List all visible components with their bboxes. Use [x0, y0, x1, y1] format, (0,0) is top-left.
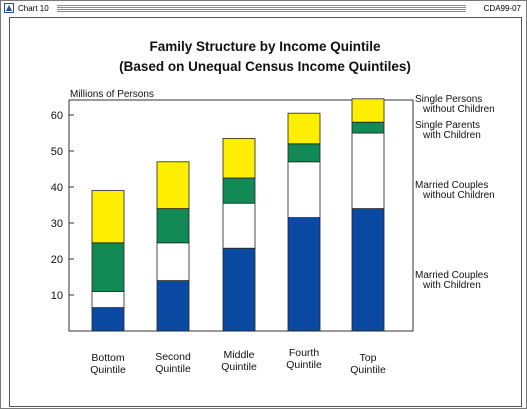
category-label: Top: [360, 352, 377, 364]
y-axis: 10 20 30 40 50 60: [51, 110, 74, 302]
bar-segment: [222, 202, 256, 249]
bar-segment: [91, 242, 125, 292]
category-label: Quintile: [221, 361, 257, 373]
bar-segment: [156, 280, 190, 332]
legend-label: with Children: [422, 130, 481, 141]
bar-segment: [222, 138, 256, 179]
bar-segment: [351, 132, 385, 209]
bar-segment: [222, 247, 256, 332]
bar-segment: [287, 143, 321, 163]
stacked-bar-chart: Family Structure by Income Quintile (Bas…: [51, 39, 495, 376]
bar-segment: [156, 208, 190, 244]
category-label: Quintile: [286, 359, 322, 371]
y-tick-label: 50: [51, 146, 63, 158]
bar-segment: [287, 217, 321, 332]
y-tick-label: 60: [51, 110, 63, 122]
bar-segment: [287, 161, 321, 219]
chart-subtitle: (Based on Unequal Census Income Quintile…: [119, 59, 411, 74]
category-label: Quintile: [155, 363, 191, 375]
titlebar-stripes: [57, 5, 466, 12]
x-axis: BottomQuintileSecondQuintileMiddleQuinti…: [90, 347, 386, 376]
chart-window-icon: [4, 3, 14, 13]
chart-title: Family Structure by Income Quintile: [149, 39, 381, 54]
category-label: Fourth: [289, 347, 320, 359]
bar-segment: [287, 112, 321, 145]
legend-label: Single Parents: [415, 120, 480, 131]
legend-label: without Children: [422, 190, 495, 201]
legend-label: without Children: [422, 104, 495, 115]
bar-segment: [91, 190, 125, 244]
bar-segment: [156, 242, 190, 282]
window-titlebar: Chart 10 CDA99-07: [1, 1, 526, 16]
category-label: Quintile: [350, 364, 386, 376]
chart-area: Family Structure by Income Quintile (Bas…: [9, 17, 522, 407]
y-tick-label: 20: [51, 254, 63, 266]
legend-label: Single Persons: [415, 94, 482, 105]
legend-label: Married Couples: [415, 270, 488, 281]
legend-label: with Children: [422, 280, 481, 291]
category-label: Middle: [224, 349, 255, 361]
category-label: Quintile: [90, 364, 126, 376]
bar-segment: [91, 290, 125, 308]
bar-segment: [351, 208, 385, 332]
bar-segment: [351, 98, 385, 123]
bar-segment: [156, 161, 190, 210]
legend-label: Married Couples: [415, 180, 488, 191]
category-label: Bottom: [91, 352, 125, 364]
window-title: Chart 10: [18, 4, 49, 13]
category-label: Second: [155, 351, 191, 363]
y-tick-label: 30: [51, 218, 63, 230]
y-tick-label: 10: [51, 290, 63, 302]
bar-segment: [222, 177, 256, 204]
chart-code: CDA99-07: [483, 4, 521, 13]
y-tick-label: 40: [51, 182, 63, 194]
bars: [91, 98, 385, 332]
bar-segment: [91, 307, 125, 332]
bar-segment: [351, 121, 385, 134]
y-axis-label: Millions of Persons: [70, 89, 154, 100]
